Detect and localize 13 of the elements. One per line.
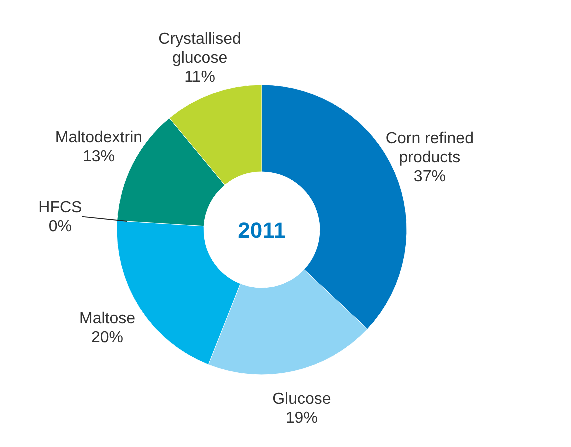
data-label: 20% (91, 330, 124, 347)
slice-label: Maltose (79, 310, 136, 328)
slice-label: Glucose (272, 391, 332, 408)
data-label: 37% (414, 168, 446, 186)
slice-label: Maltodextrin (55, 129, 143, 146)
text: 0% (48, 218, 72, 236)
data-label: 13% (82, 148, 115, 166)
text: 2011 (238, 218, 286, 243)
category-label: HFCS (38, 199, 82, 216)
slice-label: Crystallised glucose (158, 30, 242, 67)
slice-label: Corn refined products (386, 130, 474, 166)
data-label: 11% (184, 68, 216, 86)
data-label: 19% (286, 410, 318, 428)
